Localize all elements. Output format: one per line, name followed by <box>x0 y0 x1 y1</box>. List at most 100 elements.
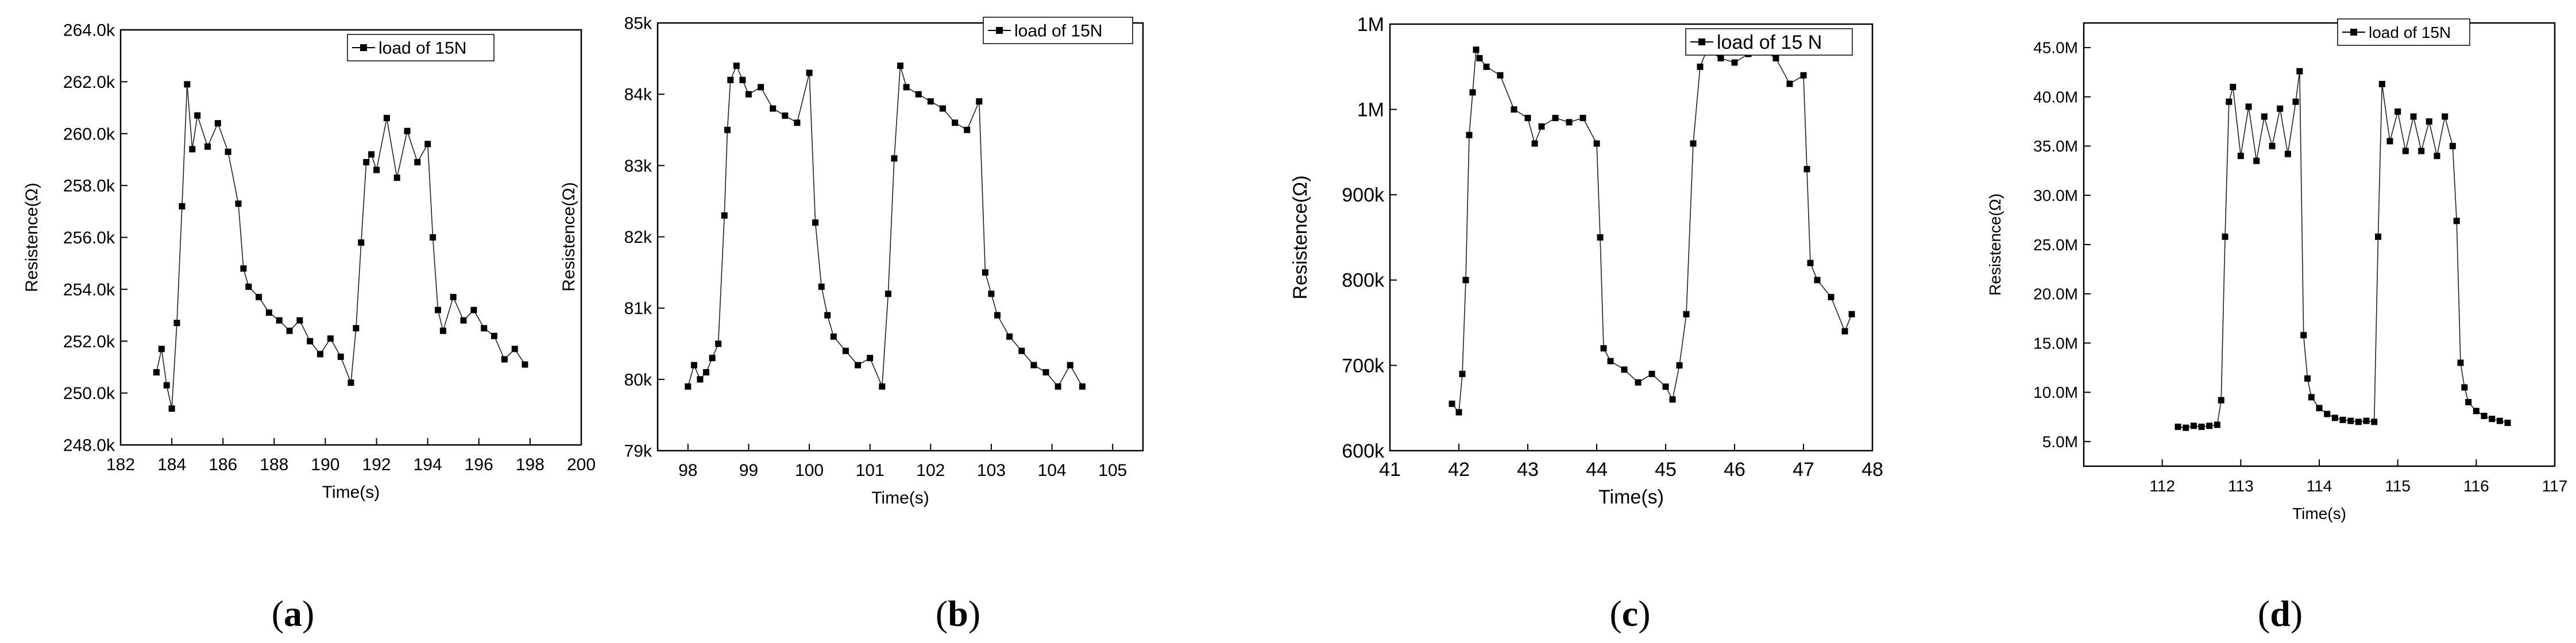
data-point <box>2190 423 2197 429</box>
data-point <box>2226 98 2233 105</box>
legend: load of 15 N <box>1685 28 1853 56</box>
data-point <box>994 312 1001 319</box>
data-point <box>758 84 764 91</box>
data-point <box>235 200 242 207</box>
data-point <box>2324 410 2331 417</box>
panel-label: (d) <box>2258 593 2303 634</box>
data-point <box>337 353 344 360</box>
data-point <box>2296 68 2303 75</box>
data-point <box>1473 47 1480 53</box>
data-point <box>430 234 437 241</box>
data-point <box>404 127 411 134</box>
data-point <box>1841 328 1848 335</box>
data-point <box>240 265 247 272</box>
data-point <box>450 293 457 300</box>
data-point <box>204 143 211 150</box>
data-point <box>812 219 819 226</box>
data-point <box>927 98 934 105</box>
data-point <box>1597 234 1604 241</box>
data-point <box>727 76 734 83</box>
data-point <box>435 307 441 313</box>
data-point <box>2214 421 2220 428</box>
data-point <box>1055 383 1061 390</box>
data-point <box>2375 233 2381 240</box>
data-point <box>368 151 375 158</box>
x-axis-label: Time(s) <box>322 483 380 502</box>
data-point <box>879 383 886 390</box>
data-point <box>179 203 186 210</box>
data-point <box>1828 294 1835 300</box>
data-point <box>2449 142 2456 149</box>
data-point <box>733 63 740 69</box>
data-point <box>2292 98 2299 105</box>
data-point <box>2284 150 2291 157</box>
x-tick-label: 116 <box>2463 477 2489 495</box>
data-point <box>1030 362 1037 369</box>
data-point <box>158 346 165 353</box>
data-point <box>2300 332 2307 339</box>
data-point <box>1669 396 1676 403</box>
data-point <box>373 166 380 173</box>
data-point <box>1476 55 1483 61</box>
series-line <box>2177 71 2508 428</box>
data-point <box>2347 417 2354 424</box>
data-point <box>818 283 825 290</box>
legend-label: load of 15N <box>379 39 466 58</box>
data-point <box>1635 379 1642 386</box>
data-point <box>1018 347 1025 354</box>
data-point <box>794 119 801 126</box>
data-point <box>2230 84 2237 90</box>
legend-marker <box>2350 29 2357 36</box>
legend-label: load of 15N <box>2369 24 2451 41</box>
data-point <box>1552 115 1559 121</box>
data-point <box>1800 72 1807 79</box>
x-tick-label: 41 <box>1379 459 1401 481</box>
data-point <box>194 112 201 119</box>
y-tick-label: 80k <box>624 370 652 389</box>
data-point <box>153 369 160 375</box>
legend-label: load of 15 N <box>1717 32 1822 53</box>
data-point <box>1593 140 1600 147</box>
data-point <box>1786 80 1793 87</box>
data-point <box>2426 118 2432 125</box>
data-point <box>1697 63 1704 70</box>
data-point <box>163 382 170 389</box>
panel-label: (a) <box>272 593 315 634</box>
data-point <box>327 335 334 342</box>
x-tick-label: 190 <box>311 455 339 474</box>
data-point <box>1600 345 1607 352</box>
data-point <box>2339 416 2346 423</box>
legend: load of 15N <box>2337 18 2470 46</box>
x-tick-label: 42 <box>1448 459 1470 481</box>
plot-frame <box>1389 23 1874 452</box>
data-point <box>770 105 777 112</box>
data-point <box>2355 419 2362 425</box>
data-point <box>225 148 231 155</box>
panel-label: (b) <box>936 593 980 634</box>
y-tick-label: 81k <box>624 299 652 318</box>
data-point <box>1566 119 1573 126</box>
data-point <box>1579 115 1586 121</box>
y-tick-label: 5.0M <box>2042 433 2078 451</box>
data-point <box>830 333 837 340</box>
data-point <box>2442 113 2448 120</box>
data-point <box>2206 423 2213 429</box>
y-tick-label: 254.0k <box>63 280 115 299</box>
data-point <box>1483 63 1490 70</box>
legend: load of 15N <box>983 17 1133 44</box>
y-tick-label: 15.0M <box>2033 334 2078 352</box>
data-point <box>173 320 180 327</box>
y-tick-label: 600k <box>1342 440 1385 462</box>
y-tick-label: 79k <box>624 442 652 461</box>
data-point <box>1469 89 1476 96</box>
panel-label: (c) <box>1609 593 1650 634</box>
data-point <box>189 146 196 153</box>
data-point <box>276 317 283 324</box>
data-point <box>1848 311 1855 317</box>
series-line <box>156 84 526 409</box>
data-point <box>697 376 704 383</box>
plot-frame <box>2083 22 2556 467</box>
data-point <box>782 112 789 119</box>
data-point <box>964 126 971 133</box>
data-point <box>1814 277 1821 284</box>
